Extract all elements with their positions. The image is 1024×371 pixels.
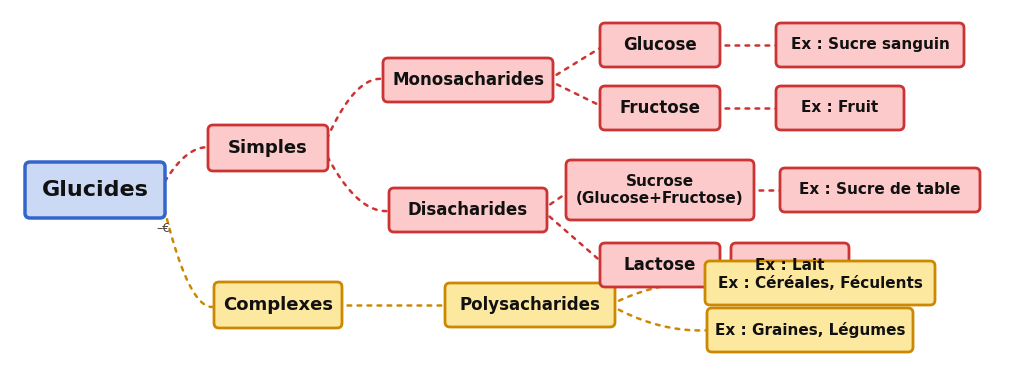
FancyBboxPatch shape: [600, 23, 720, 67]
Text: Complexes: Complexes: [223, 296, 333, 314]
Text: –€: –€: [156, 221, 170, 234]
FancyBboxPatch shape: [600, 243, 720, 287]
Text: Glucides: Glucides: [42, 180, 148, 200]
Text: Ex : Lait: Ex : Lait: [756, 257, 824, 273]
FancyBboxPatch shape: [389, 188, 547, 232]
FancyBboxPatch shape: [707, 308, 913, 352]
Text: Monosacharides: Monosacharides: [392, 71, 544, 89]
Text: Glucose: Glucose: [624, 36, 697, 54]
Text: Ex : Graines, Légumes: Ex : Graines, Légumes: [715, 322, 905, 338]
Text: Polysacharides: Polysacharides: [460, 296, 600, 314]
Text: Sucrose
(Glucose+Fructose): Sucrose (Glucose+Fructose): [577, 174, 743, 206]
Text: Ex : Sucre sanguin: Ex : Sucre sanguin: [791, 37, 949, 53]
Text: Ex : Fruit: Ex : Fruit: [802, 101, 879, 115]
FancyBboxPatch shape: [566, 160, 754, 220]
FancyBboxPatch shape: [214, 282, 342, 328]
FancyBboxPatch shape: [731, 243, 849, 287]
Text: Disacharides: Disacharides: [408, 201, 528, 219]
Text: Fructose: Fructose: [620, 99, 700, 117]
FancyBboxPatch shape: [776, 86, 904, 130]
Text: Ex : Céréales, Féculents: Ex : Céréales, Féculents: [718, 276, 923, 290]
Text: Ex : Sucre de table: Ex : Sucre de table: [800, 183, 961, 197]
Text: Lactose: Lactose: [624, 256, 696, 274]
FancyBboxPatch shape: [445, 283, 615, 327]
FancyBboxPatch shape: [600, 86, 720, 130]
FancyBboxPatch shape: [780, 168, 980, 212]
FancyBboxPatch shape: [25, 162, 165, 218]
FancyBboxPatch shape: [208, 125, 328, 171]
FancyBboxPatch shape: [383, 58, 553, 102]
FancyBboxPatch shape: [705, 261, 935, 305]
Text: Simples: Simples: [228, 139, 308, 157]
FancyBboxPatch shape: [776, 23, 964, 67]
